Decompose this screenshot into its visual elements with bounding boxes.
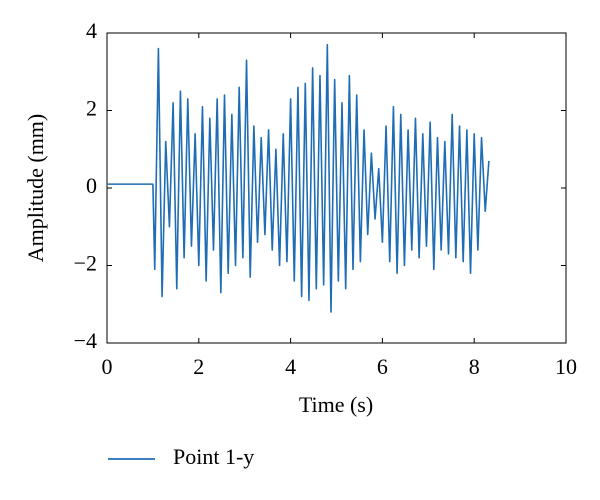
y-tick-label: 4	[86, 18, 97, 43]
data-line	[107, 43, 490, 313]
x-tick-label: 0	[102, 354, 113, 379]
y-axis-label: Amplitude (mm)	[23, 114, 48, 262]
y-tick-label: 0	[86, 173, 97, 198]
legend-label: Point 1-y	[173, 444, 254, 469]
y-tick-label: −2	[74, 251, 97, 276]
x-tick-label: 6	[377, 354, 388, 379]
x-tick-label: 10	[555, 354, 577, 379]
x-tick-label: 8	[469, 354, 480, 379]
y-tick-label: 2	[86, 96, 97, 121]
x-tick-label: 4	[285, 354, 296, 379]
x-axis-label: Time (s)	[299, 392, 373, 417]
x-tick-label: 2	[193, 354, 204, 379]
y-tick-label: −4	[74, 328, 97, 353]
